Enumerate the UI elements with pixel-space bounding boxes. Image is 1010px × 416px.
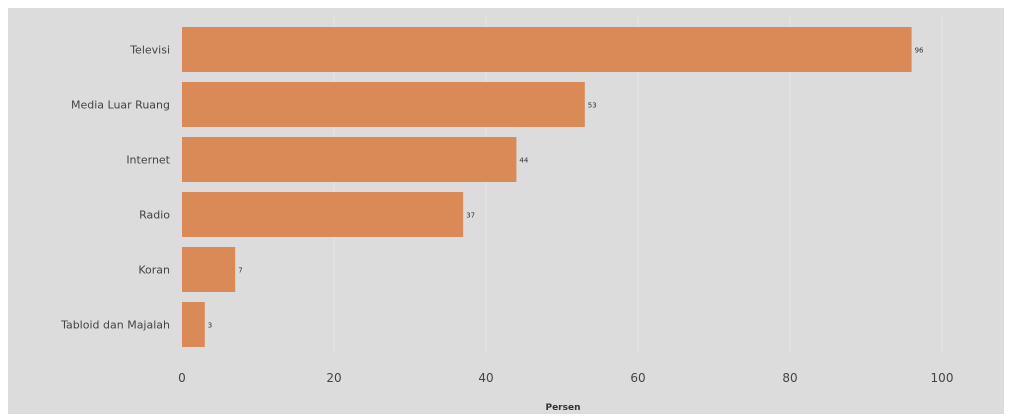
x-tick-label: 40	[478, 371, 493, 385]
bar	[182, 27, 912, 72]
data-labels: 96 53 44 37 7 3	[208, 47, 924, 330]
category-label: Tabloid dan Majalah	[60, 319, 170, 332]
x-tick-labels: 0 20 40 60 80 100	[178, 371, 953, 385]
x-tick-label: 20	[326, 371, 341, 385]
x-tick-label: 60	[630, 371, 645, 385]
category-label: Radio	[139, 209, 170, 222]
data-label: 44	[519, 157, 528, 165]
x-tick-label: 100	[931, 371, 954, 385]
data-label: 7	[238, 267, 242, 275]
x-axis-title: Persen	[545, 403, 580, 413]
data-label: 53	[588, 102, 597, 110]
x-tick-label: 80	[782, 371, 797, 385]
data-label: 37	[466, 212, 475, 220]
category-label: Televisi	[129, 44, 170, 57]
bar	[182, 82, 585, 127]
category-label: Koran	[138, 264, 170, 277]
bar	[182, 192, 464, 237]
data-label: 96	[915, 47, 924, 55]
x-tick-label: 0	[178, 371, 186, 385]
category-label: Internet	[126, 154, 170, 167]
chart-background	[8, 8, 1004, 414]
bar	[182, 137, 517, 182]
bars	[182, 27, 912, 347]
bar	[182, 247, 236, 292]
category-label: Media Luar Ruang	[71, 99, 170, 112]
category-labels: Televisi Media Luar Ruang Internet Radio Kor…	[60, 44, 171, 332]
bar	[182, 302, 205, 347]
data-label: 3	[208, 322, 212, 330]
